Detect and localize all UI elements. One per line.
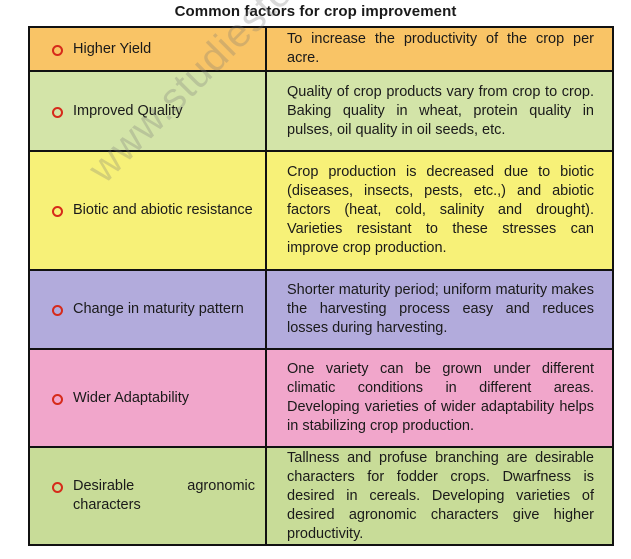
bullet-icon bbox=[52, 206, 63, 217]
bullet-icon bbox=[52, 393, 63, 405]
description-cell: Shorter maturity period; uniform maturit… bbox=[265, 269, 614, 350]
table-row: Biotic and abiotic resistance Crop produ… bbox=[28, 150, 614, 271]
factor-cell: Change in maturity pattern bbox=[28, 269, 267, 350]
description-text: Tallness and profuse branching are desir… bbox=[287, 449, 594, 542]
factor-cell: Higher Yield bbox=[28, 26, 267, 72]
table-row: Desirable agronomic characters Tallness … bbox=[28, 446, 614, 546]
table-row: Wider Adaptability One variety can be gr… bbox=[28, 348, 614, 448]
table-title: Common factors for crop improvement bbox=[174, 3, 457, 20]
description-cell: Crop production is decreased due to biot… bbox=[265, 150, 614, 271]
factor-label: Higher Yield bbox=[73, 40, 152, 57]
factor-cell: Biotic and abiotic resistance bbox=[28, 150, 267, 271]
description-text: To increase the productivity of the crop… bbox=[287, 31, 594, 66]
description-cell: Tallness and profuse branching are desir… bbox=[265, 446, 614, 546]
factor-label: Change in maturity pattern bbox=[73, 301, 244, 317]
bullet-icon bbox=[52, 305, 63, 316]
description-cell: One variety can be grown under different… bbox=[265, 348, 614, 448]
description-text: Quality of crop products vary from crop … bbox=[287, 83, 594, 138]
table-row: Improved Quality Quality of crop product… bbox=[28, 70, 614, 152]
factor-label: Biotic and abiotic resistance bbox=[73, 202, 253, 218]
factor-cell: Desirable agronomic characters bbox=[28, 446, 267, 546]
crop-improvement-table: Higher Yield To increase the productivit… bbox=[28, 26, 614, 546]
description-cell: Quality of crop products vary from crop … bbox=[265, 70, 614, 152]
bullet-icon bbox=[52, 44, 63, 56]
factor-label: Desirable agronomic characters bbox=[73, 478, 255, 513]
description-text: One variety can be grown under different… bbox=[287, 361, 594, 434]
description-cell: To increase the productivity of the crop… bbox=[265, 26, 614, 72]
bullet-icon bbox=[52, 482, 63, 493]
table-row: Higher Yield To increase the productivit… bbox=[28, 26, 614, 72]
factor-label: Improved Quality bbox=[73, 102, 183, 119]
table-row: Change in maturity pattern Shorter matur… bbox=[28, 269, 614, 350]
factor-label: Wider Adaptability bbox=[73, 389, 190, 406]
bullet-icon bbox=[52, 106, 63, 118]
description-text: Crop production is decreased due to biot… bbox=[287, 164, 594, 256]
factor-cell: Improved Quality bbox=[28, 70, 267, 152]
description-text: Shorter maturity period; uniform maturit… bbox=[287, 282, 594, 336]
factor-cell: Wider Adaptability bbox=[28, 348, 267, 448]
